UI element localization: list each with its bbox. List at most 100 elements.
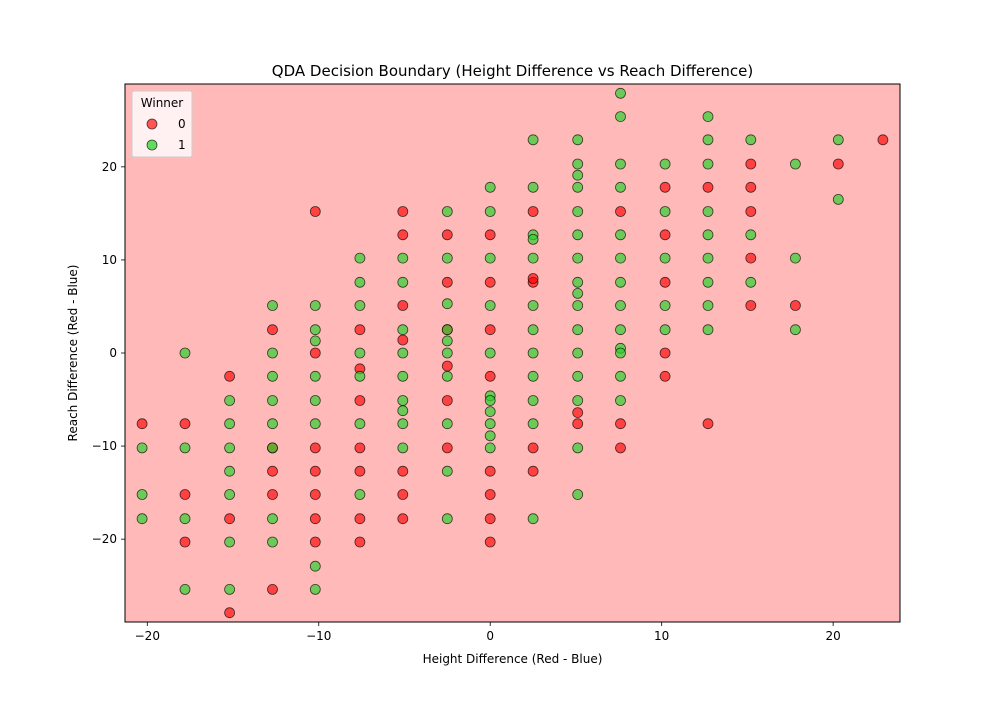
point-winner-1	[309, 584, 321, 595]
point-winner-0	[397, 229, 409, 241]
point-winner-1	[267, 300, 278, 311]
point-winner-1	[572, 169, 584, 181]
point-winner-1	[224, 418, 236, 430]
point-winner-1	[527, 300, 539, 311]
point-winner-0	[441, 360, 453, 372]
point-winner-1	[484, 406, 496, 418]
point-winner-1	[659, 206, 671, 217]
point-winner-1	[484, 418, 496, 430]
x-tick-label: 20	[825, 629, 840, 643]
point-winner-0	[354, 536, 366, 548]
point-winner-1	[354, 489, 366, 500]
point-winner-1	[441, 252, 453, 264]
point-winner-1	[397, 395, 409, 406]
point-winner-1	[615, 111, 626, 122]
point-winner-0	[572, 407, 584, 419]
point-winner-1	[572, 181, 584, 193]
point-winner-1	[527, 395, 539, 406]
point-winner-1	[309, 395, 321, 406]
point-winner-0	[615, 206, 626, 217]
point-winner-1	[354, 347, 366, 359]
point-winner-1	[615, 300, 626, 311]
y-tick-label: −20	[92, 532, 117, 546]
point-winner-1	[615, 324, 626, 336]
point-winner-0	[309, 206, 321, 217]
point-winner-1	[309, 370, 321, 382]
point-winner-0	[441, 442, 453, 454]
point-winner-1	[354, 276, 366, 288]
point-winner-1	[832, 134, 844, 146]
point-winner-1	[527, 347, 539, 359]
point-winner-1	[354, 370, 366, 382]
point-winner-1	[745, 229, 757, 241]
point-winner-1	[397, 370, 409, 382]
legend-box	[131, 90, 193, 158]
point-winner-1	[527, 252, 539, 264]
point-winner-1	[615, 252, 626, 264]
point-winner-1	[441, 298, 453, 310]
point-winner-0	[527, 273, 539, 284]
point-winner-1	[572, 134, 584, 146]
point-winner-1	[572, 287, 584, 299]
point-winner-0	[397, 465, 409, 477]
point-winner-0	[745, 252, 757, 264]
point-winner-1	[224, 489, 236, 500]
point-winner-1	[267, 513, 278, 525]
point-winner-0	[354, 513, 366, 525]
point-winner-0	[441, 229, 453, 241]
point-winner-0	[397, 300, 409, 311]
point-winner-0	[309, 536, 321, 548]
x-tick-label: −10	[306, 629, 331, 643]
point-winner-1	[659, 252, 671, 264]
legend-marker-1	[146, 139, 158, 151]
decision-region-background	[125, 84, 900, 622]
point-winner-1	[484, 206, 496, 217]
point-winner-0	[354, 324, 366, 336]
point-winner-0	[397, 334, 409, 346]
point-winner-1	[136, 513, 148, 525]
point-winner-0	[484, 370, 496, 382]
point-winner-0	[397, 489, 409, 500]
point-winner-1	[790, 252, 801, 264]
x-axis-label: Height Difference (Red - Blue)	[423, 652, 603, 666]
point-winner-0	[441, 276, 453, 288]
point-winner-1	[267, 395, 278, 406]
point-winner-1	[702, 324, 714, 336]
point-winner-1	[615, 370, 626, 382]
point-winner-1	[309, 324, 321, 336]
point-winner-1	[527, 418, 539, 430]
point-winner-1	[659, 158, 671, 170]
point-winner-0	[224, 513, 236, 525]
point-winner-1	[397, 276, 409, 288]
point-winner-1	[527, 134, 539, 146]
point-winner-0	[659, 181, 671, 193]
point-winner-1	[484, 300, 496, 311]
point-winner-1	[572, 229, 584, 241]
point-winner-0	[484, 465, 496, 477]
point-winner-1	[527, 324, 539, 336]
x-axis-ticks: −20 −10 0 10 20	[135, 622, 841, 643]
chart-title: QDA Decision Boundary (Height Difference…	[272, 62, 753, 80]
point-winner-0	[702, 181, 714, 193]
point-winner-0	[745, 181, 757, 193]
point-winner-0	[136, 418, 148, 430]
point-winner-1	[397, 418, 409, 430]
point-winner-1	[179, 584, 191, 595]
point-winner-1	[702, 158, 714, 170]
point-winner-1	[397, 324, 409, 336]
point-winner-0	[484, 536, 496, 548]
y-tick-label: −10	[92, 439, 117, 453]
point-winner-1	[572, 324, 584, 336]
x-tick-label: 0	[486, 629, 494, 643]
point-winner-0	[484, 229, 496, 241]
point-winner-1	[832, 193, 844, 205]
point-winner-1	[702, 252, 714, 264]
point-winner-0	[441, 395, 453, 406]
point-winner-1	[527, 233, 539, 245]
point-winner-1	[572, 206, 584, 217]
point-winner-1	[615, 276, 626, 288]
point-winner-1	[441, 418, 453, 430]
point-winner-1	[397, 442, 409, 454]
point-winner-1	[267, 347, 278, 359]
